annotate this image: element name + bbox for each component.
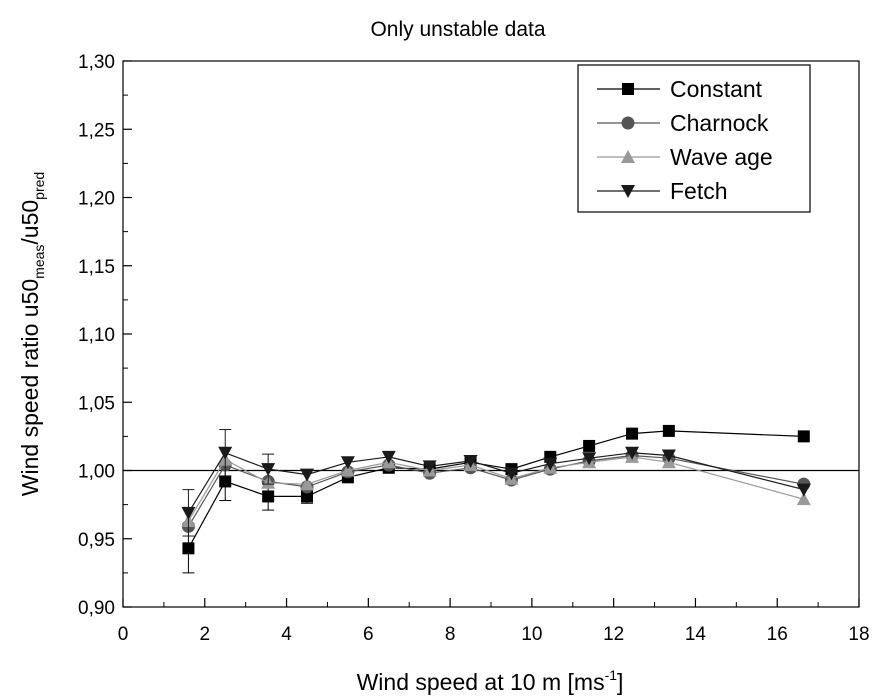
tick-layer: 0 2 4 6 8 10 12 14 16 18 0,90 0,95 1,00 1,05 1,10 1,15 1… [78,52,870,645]
y-axis-title: Wind speed ratio u50meas/u50pred [17,172,47,496]
data-point [422,460,437,474]
x-tick-label: 18 [848,624,869,645]
data-point [796,492,811,506]
legend-marker [621,185,635,198]
data-point [340,463,355,477]
data-point [797,430,810,443]
data-layer [181,424,811,574]
x-axis-title-superscript: -1 [605,667,618,683]
legend-label: Constant [670,76,763,102]
legend-marker [621,150,635,163]
y-axis-title-main: Wind speed ratio u50 [17,279,43,496]
y-tick-label: 1,00 [78,462,115,483]
data-point [626,427,639,440]
series-line [187,456,804,522]
x-tick-label: 16 [767,624,788,645]
data-point [504,467,519,481]
y-axis-title-subscript-pred: pred [31,172,47,200]
data-point [381,450,396,464]
y-tick-label: 0,95 [78,530,115,551]
y-axis-title-mid: /u50 [17,200,43,245]
legend-item: Charnock [597,110,769,136]
legend-label: Charnock [670,110,769,136]
data-point [218,446,233,460]
y-tick-label: 1,10 [78,325,115,346]
series-line [187,454,804,527]
data-point [625,446,640,460]
y-tick-label: 1,30 [78,52,115,73]
data-point [261,463,276,477]
data-point [301,490,313,503]
x-axis-title: Wind speed at 10 m [ms-1] [357,667,624,695]
data-point [181,506,196,520]
data-point [662,424,675,437]
legend-item: Constant [597,76,763,102]
series-line [187,430,804,549]
series-charnock [181,448,811,533]
data-point [796,483,811,497]
legend-label: Wave age [670,144,773,170]
data-point [543,457,558,471]
data-point [300,468,314,482]
x-tick-label: 14 [685,624,707,645]
y-tick-label: 1,15 [78,257,115,278]
y-tick-label: 1,05 [78,393,115,414]
x-tick-label: 10 [521,624,542,645]
data-point [463,454,478,468]
legend-item: Wave age [597,144,773,170]
legend-label: Fetch [670,178,728,204]
chart-title: Only unstable data [370,18,545,41]
x-tick-label: 2 [199,624,210,645]
series-line [187,452,804,514]
data-point [262,490,275,503]
legend-item: Fetch [597,178,728,204]
x-tick-label: 8 [445,624,456,645]
data-point [219,475,232,488]
x-tick-label: 0 [118,624,129,645]
y-axis-title-subscript-meas: meas [31,245,47,279]
data-point [182,542,195,555]
y-tick-label: 0,90 [78,598,115,619]
data-point [582,452,597,466]
series-wave-age [181,449,811,528]
data-point [661,449,676,463]
legend-marker [621,116,635,130]
series-constant [182,424,810,574]
data-point [300,477,314,491]
y-tick-label: 1,25 [78,120,115,141]
data-point [583,439,596,452]
legend: Constant Charnock Wave age Fetch [577,64,811,213]
series-fetch [181,429,811,537]
data-point [340,456,355,470]
legend-marker [622,83,634,95]
x-tick-label: 6 [363,624,374,645]
x-axis-title-end: ] [617,669,623,695]
x-tick-label: 4 [281,624,292,645]
y-tick-label: 1,20 [78,189,115,210]
x-tick-label: 12 [603,624,624,645]
x-axis-title-main: Wind speed at 10 m [ms [357,669,605,695]
